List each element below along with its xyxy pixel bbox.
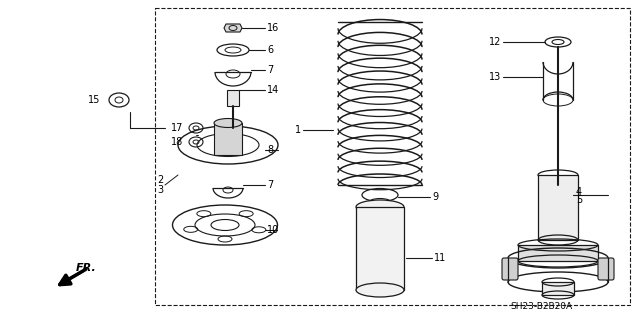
FancyBboxPatch shape — [502, 258, 518, 280]
Text: 2: 2 — [157, 175, 163, 185]
Text: 17: 17 — [171, 123, 183, 133]
Text: FR.: FR. — [76, 263, 97, 273]
FancyBboxPatch shape — [598, 258, 614, 280]
Text: 3: 3 — [157, 185, 163, 195]
Bar — [214, 123, 242, 155]
Ellipse shape — [214, 118, 242, 128]
Text: 14: 14 — [267, 85, 279, 95]
Text: 7: 7 — [267, 65, 273, 75]
Text: 6: 6 — [267, 45, 273, 55]
Text: 13: 13 — [489, 72, 501, 82]
Text: 15: 15 — [88, 95, 100, 105]
Bar — [227, 90, 239, 106]
Text: 5: 5 — [576, 195, 582, 205]
Ellipse shape — [356, 283, 404, 297]
Text: 11: 11 — [434, 253, 446, 263]
Text: 16: 16 — [267, 23, 279, 33]
Bar — [518, 245, 598, 261]
Text: 7: 7 — [267, 180, 273, 190]
Text: 18: 18 — [171, 137, 183, 147]
Text: 10: 10 — [267, 225, 279, 235]
Bar — [542, 282, 574, 295]
Text: 9: 9 — [432, 192, 438, 202]
Bar — [356, 207, 404, 290]
Text: 8: 8 — [267, 145, 273, 155]
Bar — [155, 8, 630, 305]
Text: 4: 4 — [576, 187, 582, 197]
Text: 1: 1 — [295, 125, 301, 135]
Polygon shape — [224, 24, 242, 32]
Bar — [538, 175, 578, 240]
Ellipse shape — [356, 200, 404, 214]
Text: 12: 12 — [488, 37, 501, 47]
Text: SH23-B2B20A: SH23-B2B20A — [510, 302, 572, 311]
